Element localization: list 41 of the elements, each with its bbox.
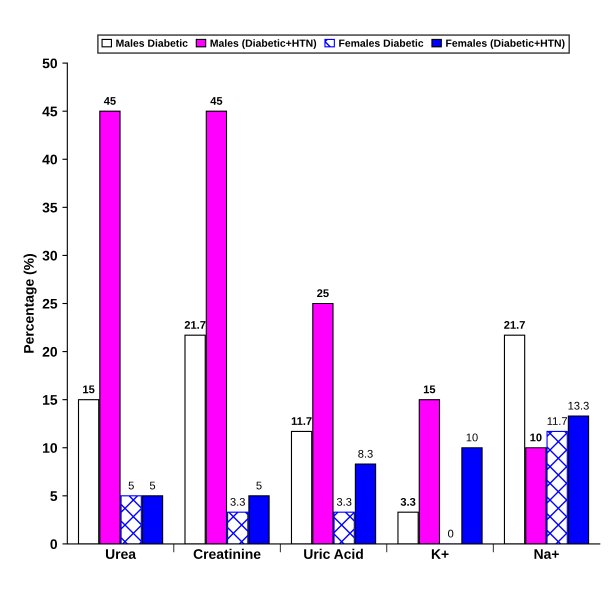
y-tick-label: 50 <box>42 58 58 68</box>
data-label: 25 <box>317 289 329 298</box>
data-label: 21.7 <box>184 321 206 329</box>
data-label: 3.3 <box>336 498 352 506</box>
y-tick-label: 25 <box>42 298 58 309</box>
y-tick-label: 10 <box>43 443 58 453</box>
data-label: 45 <box>104 97 116 105</box>
data-label: 3.3 <box>400 498 416 506</box>
data-label: 45 <box>210 97 222 105</box>
data-label: 11.7 <box>292 417 312 425</box>
x-tick-label: Uric Acid <box>304 548 363 559</box>
data-label: 0 <box>448 530 454 538</box>
x-tick-label: Urea <box>106 549 136 559</box>
data-label: 3.3 <box>230 498 245 506</box>
legend-label: Females (Diabetic+HTN) <box>446 39 565 49</box>
x-tick-label: Na+ <box>534 549 559 559</box>
y-tick-label: 20 <box>42 346 58 357</box>
data-label: 15 <box>83 386 94 394</box>
data-label: 5 <box>256 482 262 490</box>
y-axis-title: Percentage (%) <box>24 254 37 353</box>
data-label: 5 <box>150 482 156 490</box>
data-label: 15 <box>424 386 436 394</box>
data-label: 8.3 <box>358 450 373 458</box>
x-tick-label: Creatinine <box>194 548 261 559</box>
legend-label: Males Diabetic <box>116 39 188 47</box>
y-tick-label: 40 <box>42 154 58 164</box>
data-label: 13.3 <box>568 402 589 410</box>
y-tick-label: 0 <box>50 539 58 550</box>
x-tick-label: K+ <box>432 549 449 559</box>
y-tick-label: 35 <box>42 202 58 213</box>
y-tick-label: 5 <box>50 491 58 501</box>
y-tick-label: 45 <box>42 106 58 116</box>
y-tick-label: 15 <box>43 395 58 405</box>
data-label: 5 <box>128 482 134 490</box>
data-label: 11.7 <box>548 417 568 425</box>
data-label: 10 <box>466 434 478 442</box>
legend-label: Females Diabetic <box>339 39 424 47</box>
data-label: 10 <box>530 434 542 442</box>
y-tick-label: 30 <box>42 250 58 261</box>
data-label: 21.7 <box>504 321 525 329</box>
legend-label: Males (Diabetic+HTN) <box>210 39 316 49</box>
